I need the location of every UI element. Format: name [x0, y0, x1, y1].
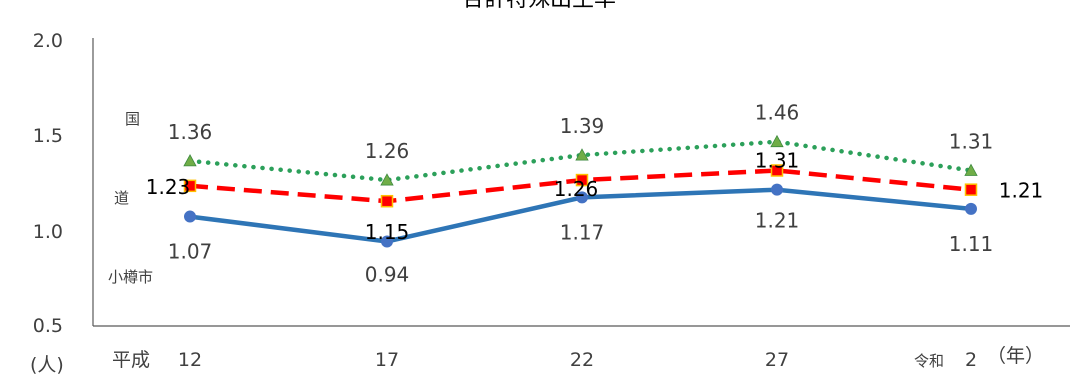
y-tick-label: 1.0 [33, 221, 63, 243]
data-point-otaru [184, 210, 196, 223]
data-label-hokkaido: 1.15 [365, 220, 410, 244]
chart-title: 合計特殊出生率 [462, 0, 616, 12]
x-tick-label: 2 [965, 349, 977, 371]
y-tick-labels: 0.5 1.0 1.5 2.0 [33, 30, 63, 337]
data-label-national: 1.31 [949, 129, 994, 153]
data-point-national [964, 163, 978, 176]
data-point-hokkaido [770, 164, 784, 177]
x-era-label: 平成 [112, 349, 150, 371]
data-point-otaru [771, 183, 783, 196]
data-label-otaru: 1.07 [168, 240, 213, 264]
data-label-national: 1.36 [168, 120, 213, 144]
plot-area: 1.36 1.26 1.39 1.46 1.31 1.23 1.15 1.26 1.31 1.21… [146, 101, 1044, 287]
series-name-otaru: 小樽市 [108, 268, 153, 286]
data-label-national: 1.26 [365, 139, 410, 163]
data-point-national [183, 154, 197, 167]
data-label-hokkaido: 1.21 [999, 179, 1044, 203]
data-point-otaru [576, 191, 588, 204]
x-tick-label: 17 [375, 349, 399, 371]
data-point-national [575, 148, 589, 161]
x-tick-label: 27 [765, 349, 789, 371]
data-point-hokkaido [380, 194, 394, 208]
data-point-otaru [965, 202, 977, 215]
data-label-hokkaido: 1.23 [146, 175, 191, 199]
y-unit-label: (人) [30, 354, 64, 376]
data-point-hokkaido [964, 183, 978, 196]
axes [92, 38, 1070, 327]
series-name-labels: 国 道 小樽市 [108, 110, 153, 286]
data-label-hokkaido: 1.26 [554, 177, 599, 201]
series-name-national: 国 [125, 110, 140, 128]
x-unit-label: （年） [987, 345, 1044, 367]
data-label-national: 1.46 [755, 101, 800, 125]
x-tick-label: 22 [570, 349, 594, 371]
data-point-otaru [381, 235, 393, 248]
data-label-otaru: 0.94 [365, 263, 410, 287]
data-label-national: 1.39 [560, 114, 605, 138]
y-tick-label: 2.0 [33, 30, 63, 52]
data-label-otaru: 1.17 [560, 220, 605, 244]
y-tick-label: 1.5 [33, 125, 63, 147]
series-line-national [187, 139, 974, 183]
x-tick-labels: 平成 12 17 22 27 令和 2 （年） [112, 345, 1044, 371]
data-label-hokkaido: 1.31 [755, 148, 800, 172]
x-era-label: 令和 [914, 352, 944, 370]
y-tick-label: 0.5 [33, 315, 63, 337]
data-point-hokkaido [575, 173, 589, 187]
data-point-national [770, 134, 784, 148]
data-point-national [380, 173, 394, 186]
data-label-otaru: 1.21 [755, 209, 800, 233]
series-name-hokkaido: 道 [114, 189, 129, 207]
x-tick-label: 12 [178, 349, 202, 371]
data-label-otaru: 1.11 [949, 232, 994, 256]
data-point-hokkaido [183, 179, 197, 193]
